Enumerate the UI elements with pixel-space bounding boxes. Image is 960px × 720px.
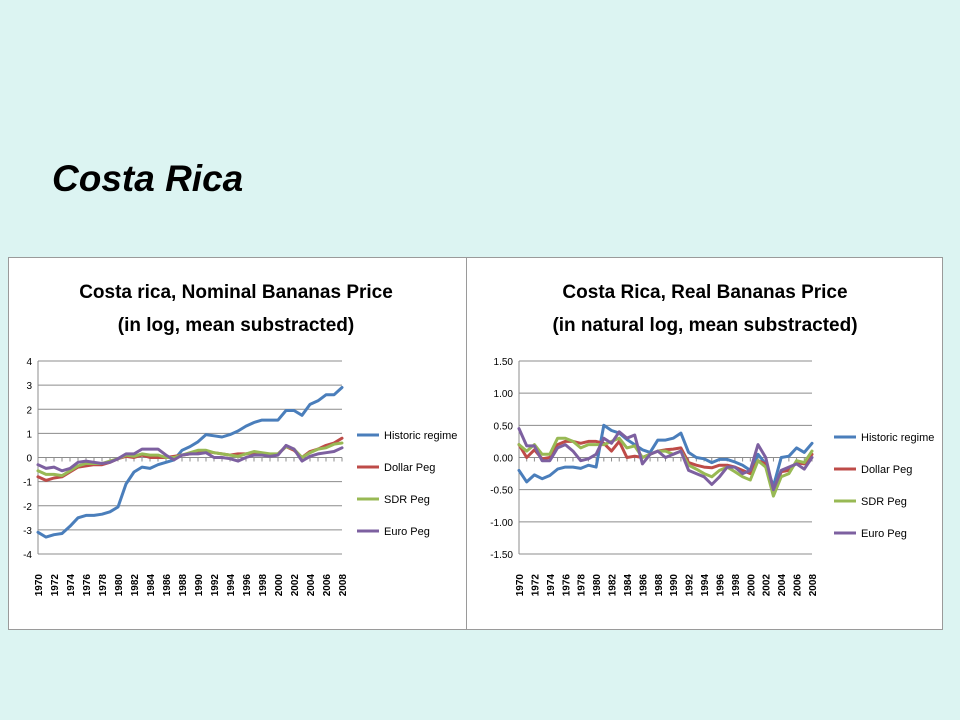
series-line-sdr-peg — [517, 436, 814, 498]
x-tick-label: 1986 — [638, 574, 649, 597]
legend-label: Historic regime — [861, 432, 934, 444]
x-tick-label: 2006 — [793, 574, 804, 597]
y-tick-label: -3 — [23, 526, 32, 537]
x-tick-label: 2006 — [322, 574, 333, 597]
y-tick-label: -2 — [23, 502, 32, 513]
x-tick-label: 1994 — [226, 574, 237, 597]
y-tick-label: 1.50 — [494, 357, 514, 368]
x-tick-label: 1988 — [178, 574, 189, 597]
series-line-historic-regime — [36, 386, 344, 539]
x-tick-label: 1994 — [700, 574, 711, 597]
x-tick-label: 1992 — [210, 574, 221, 597]
x-tick-label: 1970 — [34, 574, 45, 597]
x-tick-label: 1982 — [608, 574, 619, 597]
x-tick-label: 1992 — [685, 574, 696, 597]
real-price-chart: Costa Rica, Real Bananas Price (in natura… — [466, 257, 943, 630]
series-line-euro-peg — [517, 427, 814, 492]
x-tick-label: 1998 — [258, 574, 269, 597]
x-tick-label: 1996 — [715, 574, 726, 597]
y-tick-label: -1.00 — [490, 518, 513, 529]
slide-title: Costa Rica — [52, 158, 244, 199]
real-price-chart-svg: Costa Rica, Real Bananas Price (in natura… — [490, 282, 934, 597]
x-tick-label: 2000 — [274, 574, 285, 597]
chart-title: Costa Rica, Real Bananas Price — [562, 282, 847, 303]
legend-label: SDR Peg — [384, 494, 430, 506]
legend-label: Dollar Peg — [384, 462, 435, 474]
y-tick-label: 4 — [26, 357, 32, 368]
x-tick-label: 1970 — [515, 574, 526, 597]
y-tick-label: 0.50 — [494, 421, 514, 432]
x-tick-label: 1976 — [82, 574, 93, 597]
legend-label: Euro Peg — [861, 528, 907, 540]
x-tick-label: 1974 — [66, 574, 77, 597]
nominal-price-chart: Costa rica, Nominal Bananas Price (in log… — [8, 257, 469, 630]
nominal-price-chart-svg: Costa rica, Nominal Bananas Price (in log… — [23, 282, 457, 597]
legend-label: Historic regime — [384, 430, 457, 442]
x-tick-label: 1990 — [194, 574, 205, 597]
x-tick-label: 2000 — [746, 574, 757, 597]
series-line-historic-regime — [517, 423, 814, 488]
chart-subtitle: (in natural log, mean substracted) — [552, 315, 857, 336]
x-tick-label: 1978 — [98, 574, 109, 597]
legend-label: Euro Peg — [384, 526, 430, 538]
x-tick-label: 1976 — [561, 574, 572, 597]
x-tick-label: 1974 — [546, 574, 557, 597]
x-tick-label: 1980 — [114, 574, 125, 597]
x-tick-label: 2002 — [290, 574, 301, 597]
legend-label: SDR Peg — [861, 496, 907, 508]
y-tick-label: 3 — [26, 381, 32, 392]
series-line-euro-peg — [36, 443, 344, 473]
x-tick-label: 1972 — [530, 574, 541, 597]
x-tick-label: 1984 — [146, 574, 157, 597]
y-tick-label: 0.00 — [494, 454, 514, 465]
x-tick-label: 2004 — [306, 574, 317, 597]
x-tick-label: 2008 — [808, 574, 819, 597]
x-tick-label: 1988 — [654, 574, 665, 597]
x-tick-label: 1996 — [242, 574, 253, 597]
chart-title: Costa rica, Nominal Bananas Price — [79, 282, 393, 303]
x-tick-label: 1998 — [731, 574, 742, 597]
x-tick-label: 1984 — [623, 574, 634, 597]
y-tick-label: -1.50 — [490, 550, 513, 561]
y-tick-label: -0.50 — [490, 486, 513, 497]
y-tick-label: -4 — [23, 550, 32, 561]
x-tick-label: 1972 — [50, 574, 61, 597]
y-tick-label: 0 — [26, 454, 32, 465]
legend-label: Dollar Peg — [861, 464, 912, 476]
x-tick-label: 1986 — [162, 574, 173, 597]
y-tick-label: 1.00 — [494, 389, 514, 400]
x-tick-label: 2004 — [777, 574, 788, 597]
y-tick-label: 2 — [26, 405, 32, 416]
x-tick-label: 1982 — [130, 574, 141, 597]
y-tick-label: 1 — [26, 429, 32, 440]
x-tick-label: 1978 — [577, 574, 588, 597]
chart-subtitle: (in log, mean substracted) — [118, 315, 354, 336]
x-tick-label: 2002 — [762, 574, 773, 597]
y-tick-label: -1 — [23, 478, 32, 489]
x-tick-label: 1980 — [592, 574, 603, 597]
x-tick-label: 2008 — [338, 574, 349, 597]
x-tick-label: 1990 — [669, 574, 680, 597]
